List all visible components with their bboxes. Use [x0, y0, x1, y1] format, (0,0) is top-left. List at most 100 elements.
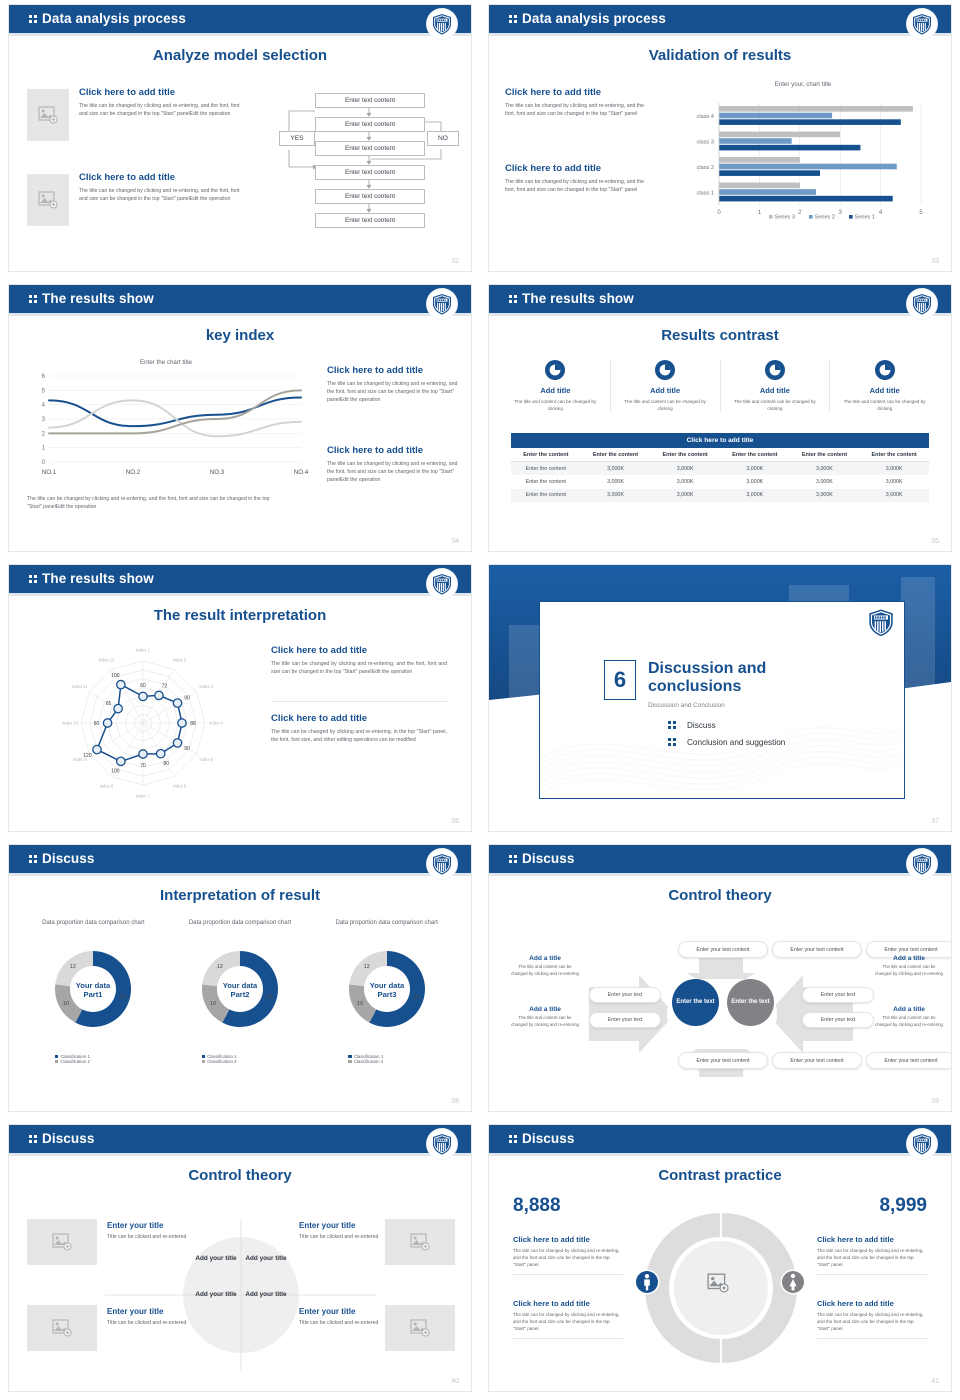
pie-chart-icon — [611, 359, 720, 381]
kpi-card[interactable]: Add title The title and content can be c… — [501, 359, 611, 413]
svg-text:120: 120 — [83, 753, 92, 759]
dots-icon — [509, 854, 518, 864]
svg-text:class 2: class 2 — [697, 165, 714, 171]
text-pill[interactable]: Enter your text — [589, 1012, 661, 1028]
dots-icon — [668, 720, 677, 730]
text-pill[interactable]: Enter your text content — [678, 941, 768, 958]
text-pill[interactable]: Enter your text — [589, 987, 661, 1003]
table-row: Enter the content 3,000K 3,000K 3,000K 3… — [511, 488, 929, 502]
kpi-text: The title and content can be changed by … — [514, 399, 597, 412]
divider — [513, 1338, 623, 1340]
image-placeholder-icon[interactable] — [27, 174, 69, 226]
kpi-card[interactable]: Add title The title and content can be c… — [611, 359, 721, 413]
center-label: Add your title — [195, 1291, 237, 1298]
slide-header-title: Data analysis process — [509, 11, 666, 26]
svg-text:1: 1 — [42, 446, 46, 452]
svg-text:88: 88 — [190, 721, 196, 727]
text-pill[interactable]: Enter your text content — [772, 1052, 862, 1069]
divider — [513, 1274, 623, 1276]
kpi-title: Add title — [869, 386, 900, 395]
svg-text:index 7: index 7 — [136, 794, 150, 799]
text-pill[interactable]: Enter your text — [802, 987, 874, 1003]
svg-text:Your data: Your data — [76, 981, 111, 990]
block-text: The title can be changed by clicking and… — [817, 1248, 924, 1268]
section-bullet[interactable]: Discuss — [668, 720, 785, 730]
flow-node[interactable]: Enter text content — [315, 213, 425, 228]
block-text: The title can be changed by clicking and… — [513, 1248, 620, 1268]
flow-node[interactable]: Enter text content — [315, 141, 425, 156]
block-text: The title can be changed by clicking and… — [271, 661, 447, 676]
svg-text:NO.3: NO.3 — [210, 469, 225, 476]
block-text: The title can be changed by clicking and… — [505, 179, 644, 194]
table-cell: 3,000K — [859, 461, 929, 476]
donut-chart: Data proportion data comparison chart 30… — [170, 919, 311, 1064]
flow-node[interactable]: Enter text content — [315, 117, 425, 132]
flowchart: Enter text content Enter text content En… — [279, 87, 459, 232]
slide-thumbnail-key-index[interactable]: The results show key index Enter the cha… — [0, 280, 480, 560]
slide-header-bar — [489, 845, 951, 873]
right-big-number: 8,999 — [879, 1195, 927, 1216]
slide-header-bar — [9, 1125, 471, 1153]
male-icon — [634, 1269, 660, 1300]
slide-thumbnail-interpretation-of-result[interactable]: Discuss Interpretation of result Data pr… — [0, 840, 480, 1120]
kpi-card[interactable]: Add title The title and content can be c… — [721, 359, 831, 413]
slide-thumbnail-control-theory-quadrant[interactable]: Discuss Control theory Enter your title … — [0, 1120, 480, 1400]
flow-node[interactable]: Enter text content — [315, 93, 425, 108]
slide-number: 36 — [451, 818, 459, 825]
slide-number: 41 — [931, 1378, 939, 1385]
header-rule — [489, 33, 951, 36]
dots-icon — [29, 1134, 38, 1144]
quad-text: Title can be clicked and re-entered — [299, 1234, 379, 1240]
table-cell: 3,000K — [719, 488, 790, 502]
table-cell: 3,000K — [607, 478, 624, 485]
table-cell: 3,000K — [719, 461, 790, 476]
slide-header-bar — [489, 1125, 951, 1153]
slide-thumbnail-contrast-practice[interactable]: Discuss Contrast practice 8,888 8,999 Cl… — [480, 1120, 960, 1400]
image-placeholder-icon[interactable] — [27, 89, 69, 141]
svg-text:12: 12 — [217, 964, 223, 970]
svg-text:80: 80 — [163, 761, 169, 767]
section-subtitle: Discussion and Conclusion — [648, 702, 725, 710]
slide-header-title: Discuss — [509, 1131, 574, 1146]
flow-node[interactable]: Enter text content — [315, 189, 425, 204]
section-bullet[interactable]: Conclusion and suggestion — [668, 737, 785, 747]
text-pill[interactable]: Enter your text content — [678, 1052, 768, 1069]
slide-thumbnail-validation-of-results[interactable]: Data analysis process Validation of resu… — [480, 0, 960, 280]
flow-node[interactable]: Enter text content — [315, 165, 425, 180]
kpi-title: Add title — [650, 386, 681, 395]
center-circle-primary[interactable]: Enter the text — [672, 979, 719, 1026]
block-text: The title can be changed by clicking and… — [79, 188, 240, 203]
slide-header-bar — [489, 5, 951, 33]
center-label: Add your title — [195, 1255, 237, 1262]
block-title: Click here to add title — [327, 365, 424, 376]
svg-text:class 1: class 1 — [697, 190, 714, 196]
text-pill[interactable]: Enter your text content — [772, 941, 862, 958]
kpi-title: Add title — [759, 386, 790, 395]
svg-text:Series 2: Series 2 — [815, 214, 836, 220]
block-text: The title can be changed by clicking and… — [513, 1312, 620, 1332]
image-placeholder-icon[interactable] — [707, 1273, 729, 1298]
slide-thumbnail-analyze-model-selection[interactable]: Data analysis process Analyze model sele… — [0, 0, 480, 280]
image-placeholder-icon[interactable] — [385, 1305, 455, 1351]
svg-text:0: 0 — [717, 210, 721, 216]
image-placeholder-icon[interactable] — [385, 1219, 455, 1265]
slide-number: 38 — [451, 1098, 459, 1105]
svg-text:90: 90 — [184, 695, 190, 701]
slide-thumbnail-control-theory-arrows[interactable]: Discuss Control theory Enter your text c… — [480, 840, 960, 1120]
text-pill[interactable]: Enter your text content — [866, 941, 951, 958]
center-circle-secondary[interactable]: Enter the text — [727, 979, 774, 1026]
svg-text:0: 0 — [42, 460, 46, 466]
text-pill[interactable]: Enter your text content — [866, 1052, 951, 1069]
slide-thumbnail-discussion-and-conclusions[interactable]: 6 Discussion and conclusions Discussion … — [480, 560, 960, 840]
slide-thumbnail-result-interpretation[interactable]: The results show The result interpretati… — [0, 560, 480, 840]
slide-thumbnail-results-contrast[interactable]: The results show Results contrast Add ti… — [480, 280, 960, 560]
kpi-card[interactable]: Add title The title and content can be c… — [830, 359, 939, 412]
pie-chart-icon — [830, 359, 939, 381]
slide-header-title: The results show — [29, 571, 154, 586]
image-placeholder-icon[interactable] — [27, 1305, 97, 1351]
block-text: The title and content can be changed by … — [511, 1015, 579, 1027]
results-table[interactable]: Click here to add title Enter the conten… — [511, 433, 929, 502]
quad-text: Title can be clicked and re-entered — [107, 1320, 187, 1326]
text-pill[interactable]: Enter your text — [802, 1012, 874, 1028]
image-placeholder-icon[interactable] — [27, 1219, 97, 1265]
